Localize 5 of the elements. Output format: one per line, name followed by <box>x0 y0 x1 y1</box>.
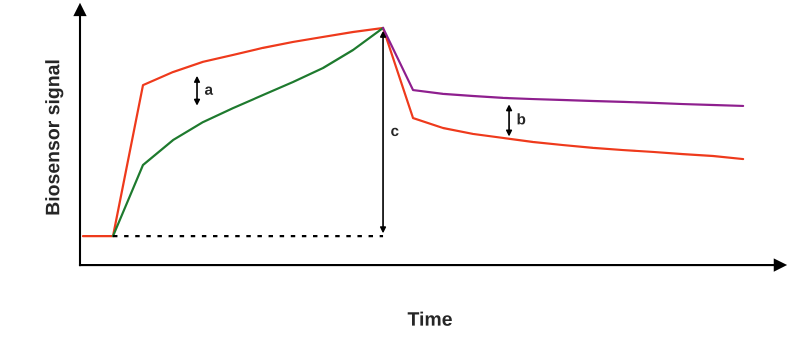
y-axis-title: Biosensor signal <box>45 60 64 215</box>
x-axis-title: Time <box>408 312 452 326</box>
annotation: b <box>518 113 526 125</box>
annotation: c <box>391 128 399 136</box>
annotation: a <box>204 86 214 95</box>
